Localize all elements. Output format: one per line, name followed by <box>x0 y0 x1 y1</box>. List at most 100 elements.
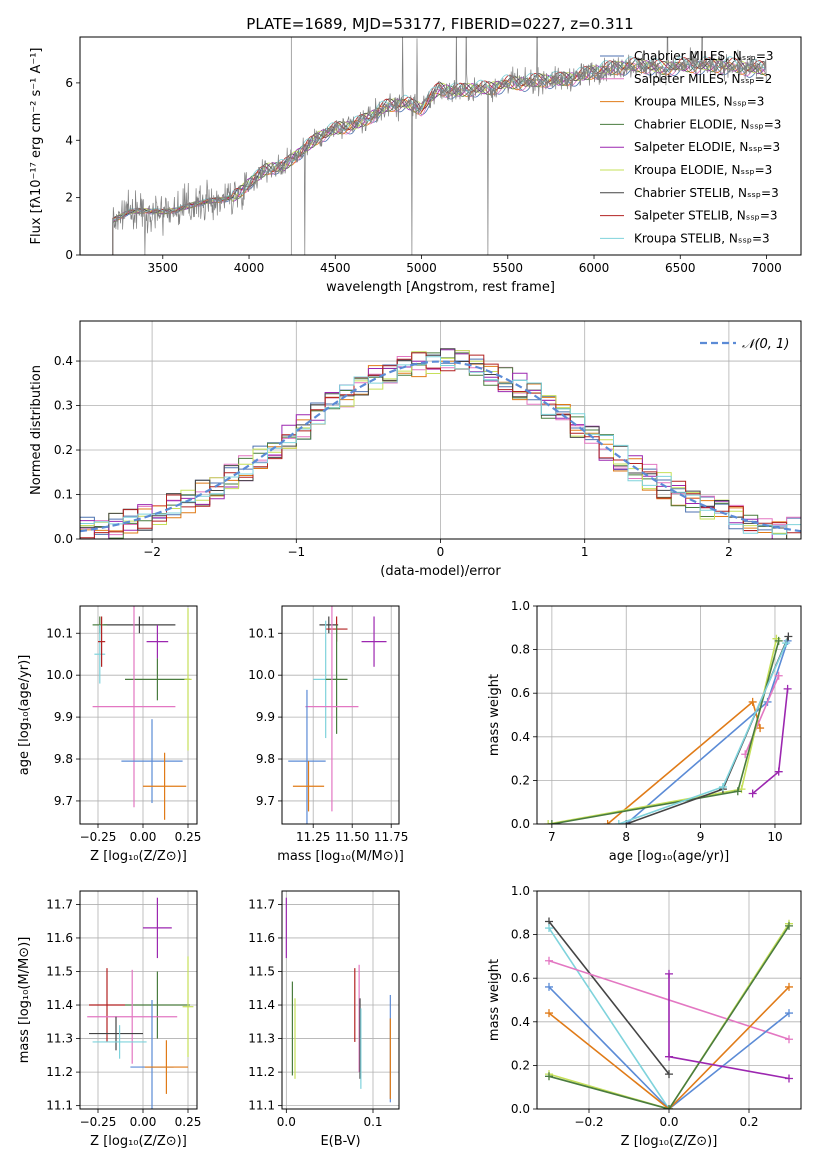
data-point-marker <box>545 956 553 965</box>
series-line <box>548 925 790 1109</box>
legend: 𝒩(0, 1) <box>700 337 789 352</box>
axes-frame <box>79 605 198 825</box>
mass-weight-series <box>545 917 673 1079</box>
y-tick-label: 0.4 <box>511 1015 530 1029</box>
panel-age-vs-mass: 11.25 11.50 11.75 9.7 9.8 9.9 10.0 10.1 mass [lo… <box>248 605 408 864</box>
data-point-marker <box>783 684 792 693</box>
y-tick-label: 0.6 <box>511 971 530 985</box>
y-tick-label: 11.5 <box>248 964 275 978</box>
errorbar-point <box>89 1016 143 1051</box>
errorbar-point <box>87 969 178 1064</box>
y-tick-label: 11.1 <box>46 1099 73 1113</box>
legend-label: Salpeter ELODIE, Nₛₛₚ=3 <box>634 140 780 154</box>
x-tick-label: 5000 <box>406 261 437 275</box>
errorbar-point <box>361 616 387 667</box>
x-tick-label: 0.0 <box>277 1115 296 1129</box>
y-tick-label: 0.8 <box>511 928 530 942</box>
data-point-marker <box>614 820 623 824</box>
x-tick-label: 4000 <box>234 261 265 275</box>
panel-mass-vs-Z: −0.25 0.00 0.25 11.1 11.2 11.3 11.4 11.5 11.6 11.… <box>17 890 202 1149</box>
chart-title: PLATE=1689, MJD=53177, FIBERID=0227, z=0… <box>246 15 633 33</box>
series-line <box>548 923 790 1109</box>
x-tick-label: −1 <box>287 545 305 559</box>
y-tick-label: 0.8 <box>511 643 530 657</box>
data-point-marker <box>603 820 612 824</box>
x-tick-label: 9 <box>697 830 705 844</box>
errorbar-point <box>144 1040 188 1094</box>
panel-massweight-vs-Z: −0.2 0.0 0.2 0.0 0.2 0.4 0.6 0.8 1.0 Z [log₁₀(Z/Z… <box>487 884 802 1149</box>
plot-area <box>80 348 801 539</box>
x-tick-label: 0.1 <box>363 1115 382 1129</box>
x-tick-label: 6000 <box>579 261 610 275</box>
y-axis-label: Flux [fλ10⁻¹⁷ erg cm⁻² s⁻¹ A⁻¹] <box>29 48 44 245</box>
y-tick-label: 9.9 <box>54 710 73 724</box>
data-point-marker <box>774 767 783 776</box>
x-tick-label: 0.25 <box>175 1115 202 1129</box>
y-tick-label: 9.9 <box>256 710 275 724</box>
legend: Chabrier MILES, Nₛₛₚ=3 Salpeter MILES, Nₛ… <box>600 49 781 245</box>
y-tick-label: 10.1 <box>46 626 73 640</box>
data-point-marker <box>785 1074 793 1083</box>
data-point-marker <box>545 982 553 991</box>
legend-label: 𝒩(0, 1) <box>742 337 789 352</box>
y-tick-label: 11.3 <box>248 1032 275 1046</box>
x-tick-label: 11.50 <box>335 830 369 844</box>
mass-weight-series <box>748 684 792 798</box>
axes-frame <box>281 890 400 1110</box>
y-tick-label: 0.4 <box>54 354 73 368</box>
plot-area <box>545 917 793 1109</box>
histogram-step-line <box>80 349 801 539</box>
x-tick-label: 0.2 <box>739 1115 758 1129</box>
x-tick-label: 0.00 <box>130 830 157 844</box>
x-axis-label: age [log₁₀(age/yr)] <box>609 849 730 864</box>
x-tick-label: −0.2 <box>574 1115 603 1129</box>
errorbar-point <box>325 624 348 734</box>
y-tick-label: 0.0 <box>54 532 73 546</box>
panel-age-vs-Z: −0.25 0.00 0.25 9.7 9.8 9.9 10.0 10.1 Z [log₁₀(Z… <box>17 605 202 864</box>
observed-spectrum-line <box>112 37 767 255</box>
y-tick-label: 11.4 <box>46 998 73 1012</box>
mass-weight-series <box>614 639 791 824</box>
data-point-marker <box>545 1072 553 1081</box>
y-tick-label: 4 <box>65 133 73 147</box>
errorbar-point <box>319 616 339 634</box>
y-tick-label: 9.7 <box>256 794 275 808</box>
errorbar-point <box>288 689 326 824</box>
errorbar-point <box>92 1025 147 1059</box>
x-tick-label: 7 <box>548 830 556 844</box>
errorbar-point <box>89 968 125 1042</box>
legend-label: Kroupa MILES, Nₛₛₚ=3 <box>634 95 764 109</box>
y-tick-label: 10.0 <box>248 668 275 682</box>
x-tick-label: 4500 <box>320 261 351 275</box>
x-tick-label: 7000 <box>751 261 782 275</box>
y-tick-label: 11.3 <box>46 1032 73 1046</box>
data-point-marker <box>774 636 783 645</box>
errorbar-point <box>143 897 172 959</box>
x-tick-label: 1 <box>581 545 589 559</box>
data-point-marker <box>784 632 793 641</box>
normal-distribution-curve <box>80 360 801 533</box>
x-tick-label: 5500 <box>492 261 523 275</box>
errorbar-point <box>121 719 183 804</box>
x-tick-label: 0.0 <box>659 1115 678 1129</box>
x-axis-label: E(B-V) <box>320 1134 360 1149</box>
y-tick-label: 0 <box>65 248 73 262</box>
y-tick-label: 9.8 <box>256 752 275 766</box>
axes-frame <box>281 605 400 825</box>
plot-area <box>285 897 391 1103</box>
data-point-marker <box>733 787 742 796</box>
plot-area <box>92 606 192 820</box>
y-tick-label: 0.6 <box>511 686 530 700</box>
x-tick-label: 0.25 <box>175 830 202 844</box>
panel-mass-vs-ebv: 0.0 0.1 11.1 11.2 11.3 11.4 11.5 11.6 11.7 E(B-V) <box>248 890 400 1149</box>
x-axis-label: Z [log₁₀(Z/Z⊙)] <box>90 849 187 864</box>
panel-spectrum: 3500 4000 4500 5000 5500 6000 6500 7000 0 2 4 6 wave… <box>29 36 802 295</box>
y-tick-label: 11.7 <box>46 897 73 911</box>
axes-frame <box>79 36 802 256</box>
data-point-marker <box>545 924 553 933</box>
data-point-marker <box>774 671 783 680</box>
y-tick-label: 9.8 <box>54 752 73 766</box>
y-tick-label: 0.2 <box>54 443 73 457</box>
x-tick-label: −0.25 <box>80 830 117 844</box>
data-point-marker <box>544 820 553 824</box>
